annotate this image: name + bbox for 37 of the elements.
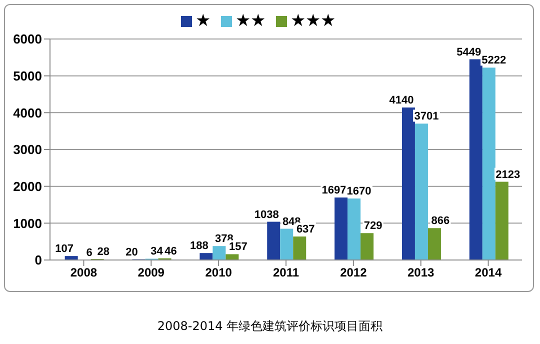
data-label: 1038: [254, 208, 279, 221]
x-tick-label: 2013: [408, 266, 435, 280]
legend-label: ★★★: [290, 11, 336, 30]
y-tick-label: 0: [34, 252, 42, 268]
data-label: 729: [364, 220, 382, 232]
x-tick-label: 2008: [70, 266, 98, 280]
data-label: 3701: [414, 110, 439, 123]
data-label: 20: [126, 246, 138, 258]
data-label: 28: [97, 246, 110, 258]
data-label: 46: [164, 245, 177, 258]
y-tick-label: 3000: [13, 142, 42, 158]
data-label: 1670: [346, 185, 372, 198]
x-tick-label: 2009: [138, 266, 165, 280]
y-tick-label: 4000: [13, 105, 42, 120]
y-tick-label: 6000: [13, 32, 42, 47]
data-label: 637: [296, 224, 315, 236]
data-label: 5449: [456, 46, 482, 58]
data-label: 5222: [482, 54, 506, 67]
y-tick-label: 1000: [13, 216, 42, 231]
legend-label: ★: [196, 11, 210, 30]
x-tick-label: 2011: [272, 266, 300, 280]
text: 2008-2014 年绿色建筑评价标识项目面积: [156, 318, 384, 335]
x-tick-label: 2014: [474, 266, 502, 280]
data-label: 6: [86, 246, 92, 259]
data-label: 188: [190, 240, 208, 252]
data-label: 157: [229, 241, 248, 254]
x-tick-label: 2012: [340, 266, 368, 280]
data-label: 2123: [496, 168, 520, 181]
legend-label: ★★: [236, 11, 266, 30]
data-label: 866: [431, 215, 450, 228]
y-tick-label: 2000: [13, 178, 42, 194]
data-label: 107: [55, 243, 74, 256]
data-label: 4140: [389, 94, 414, 107]
data-label: 1697: [322, 184, 346, 196]
data-label: 34: [150, 246, 164, 258]
y-tick-label: 5000: [13, 68, 42, 84]
x-tick-label: 2010: [205, 266, 232, 280]
